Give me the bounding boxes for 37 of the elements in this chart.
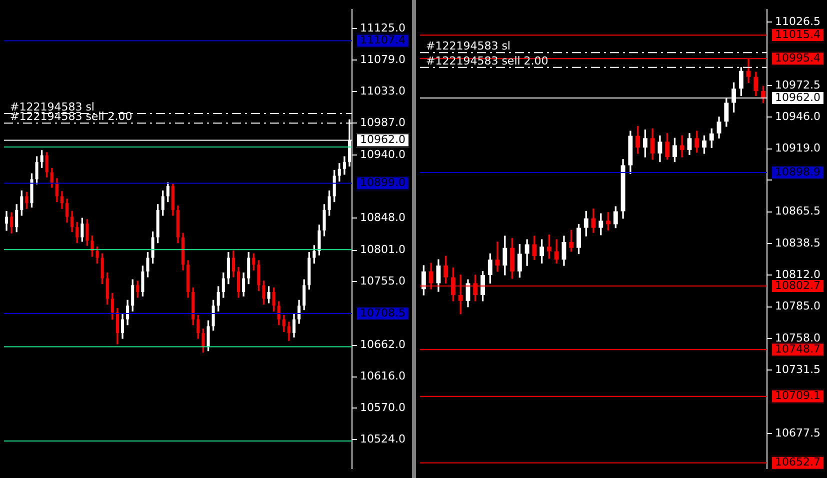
candlestick <box>495 242 500 272</box>
ref-line-label: 10962.0 <box>360 133 406 146</box>
ref-line-label: 10709.1 <box>775 389 820 402</box>
y-tick-label: 10616.0 <box>360 370 406 383</box>
ref-line-label: 10652.7 <box>775 456 820 469</box>
y-tick-label: 10946.0 <box>775 110 820 123</box>
y-tick-label: 10731.5 <box>775 362 820 376</box>
ref-line-label: 10962.0 <box>775 90 820 104</box>
y-tick-label: 10919.0 <box>775 142 820 155</box>
y-tick-label: 10987.0 <box>360 116 406 129</box>
ref-line-label: 10995.4 <box>775 52 820 65</box>
ref-line-label: #122194583 sl <box>426 40 510 53</box>
ref-line-label: 10748.7 <box>775 342 820 356</box>
y-tick-label: 11125.0 <box>360 22 406 35</box>
y-tick-label: 10785.0 <box>775 300 820 313</box>
y-tick-label: 10940.0 <box>360 148 406 162</box>
ref-line-label: 10708.5 <box>360 306 406 320</box>
y-tick-label: 10524.0 <box>360 432 406 446</box>
ref-line-label: 11015.4 <box>775 28 820 41</box>
y-tick-label: 10801.0 <box>360 243 406 256</box>
y-tick-label: 10755.0 <box>360 274 406 288</box>
y-tick-label: 10677.5 <box>775 426 820 440</box>
y-tick-label: 10570.0 <box>360 401 406 414</box>
y-tick-label: 10838.5 <box>775 236 820 250</box>
ref-line-label: 10802.7 <box>775 278 820 292</box>
y-tick-label: 10865.5 <box>775 204 820 218</box>
y-tick-label: 10758.0 <box>775 332 820 345</box>
y-tick-label: 10848.0 <box>360 211 406 224</box>
y-tick-label: 11079.0 <box>360 53 406 66</box>
y-tick-label: 10812.0 <box>775 268 820 281</box>
y-tick-label: 10972.5 <box>775 78 820 92</box>
ref-line-label: 11107.4 <box>360 34 406 47</box>
y-tick-label: 11033.0 <box>360 84 406 98</box>
ref-line-label: 10898.9 <box>775 165 820 178</box>
ref-line-label: 10899.0 <box>360 176 406 190</box>
y-tick-label: 11026.5 <box>775 14 820 28</box>
y-tick-label: 10662.0 <box>360 338 406 352</box>
